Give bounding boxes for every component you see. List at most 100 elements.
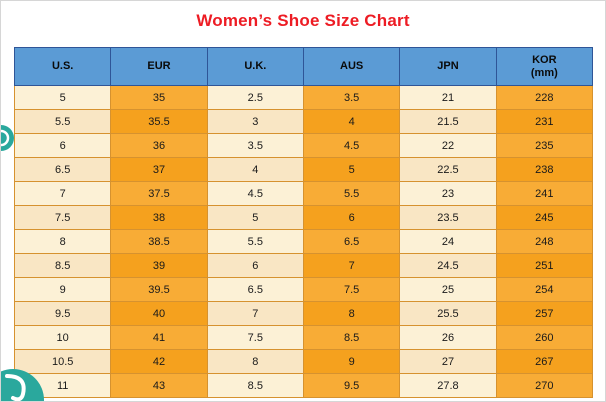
table-cell: 257 xyxy=(495,301,594,326)
table-cell: 4.5 xyxy=(206,181,304,206)
table-cell: 42 xyxy=(110,349,208,374)
table-row: 5 35 2.5 3.5 21 228 xyxy=(13,85,594,110)
table-cell: 6.5 xyxy=(13,157,112,182)
table-cell: 3.5 xyxy=(302,85,401,110)
table-cell: 2.5 xyxy=(206,85,304,110)
table-cell: 8 xyxy=(206,349,304,374)
table-cell: 6.5 xyxy=(206,277,304,302)
shoe-size-table: U.S. EUR U.K. AUS JPN KOR (mm) 5 35 2.5 3.5 21 228 5… xyxy=(13,47,594,398)
table-cell: 241 xyxy=(495,181,594,206)
table-cell: 5.5 xyxy=(206,229,304,254)
table-cell: 23 xyxy=(399,181,497,206)
table-cell: 25 xyxy=(399,277,497,302)
table-row: 10 41 7.5 8.5 26 260 xyxy=(13,325,594,350)
table-cell: 22.5 xyxy=(399,157,497,182)
table-cell: 270 xyxy=(495,373,594,398)
table-cell: 8 xyxy=(13,229,112,254)
table-cell: 9 xyxy=(302,349,401,374)
table-cell: 3.5 xyxy=(206,133,304,158)
table-cell: 245 xyxy=(495,205,594,230)
table-row: 7 37.5 4.5 5.5 23 241 xyxy=(13,181,594,206)
table-row: 10.5 42 8 9 27 267 xyxy=(13,349,594,374)
table-cell: 248 xyxy=(495,229,594,254)
table-cell: 35.5 xyxy=(110,109,208,134)
table-cell: 4 xyxy=(302,109,401,134)
header-cell: AUS xyxy=(302,47,401,86)
table-cell: 231 xyxy=(495,109,594,134)
table-cell: 4 xyxy=(206,157,304,182)
table-cell: 26 xyxy=(399,325,497,350)
table-cell: 37 xyxy=(110,157,208,182)
header-cell: U.K. xyxy=(206,47,304,86)
table-cell: 7 xyxy=(302,253,401,278)
table-cell: 7.5 xyxy=(302,277,401,302)
table-cell: 35 xyxy=(110,85,208,110)
table-cell: 5 xyxy=(206,205,304,230)
table-header: U.S. EUR U.K. AUS JPN KOR (mm) xyxy=(13,47,594,86)
brand-swirl-logo-icon xyxy=(1,369,44,401)
header-cell: U.S. xyxy=(13,47,112,86)
table-cell: 6 xyxy=(302,205,401,230)
table-cell: 27 xyxy=(399,349,497,374)
table-cell: 21 xyxy=(399,85,497,110)
header-cell: JPN xyxy=(399,47,497,86)
header-cell: EUR xyxy=(110,47,208,86)
table-cell: 8 xyxy=(302,301,401,326)
table-cell: 228 xyxy=(495,85,594,110)
table-cell: 24.5 xyxy=(399,253,497,278)
table-cell: 8.5 xyxy=(206,373,304,398)
table-cell: 6 xyxy=(206,253,304,278)
table-cell: 39 xyxy=(110,253,208,278)
table-cell: 9 xyxy=(13,277,112,302)
table-cell: 24 xyxy=(399,229,497,254)
table-row: 9 39.5 6.5 7.5 25 254 xyxy=(13,277,594,302)
table-cell: 8.5 xyxy=(13,253,112,278)
table-cell: 37.5 xyxy=(110,181,208,206)
table-cell: 267 xyxy=(495,349,594,374)
table-cell: 21.5 xyxy=(399,109,497,134)
table-cell: 23.5 xyxy=(399,205,497,230)
table-row: 11 43 8.5 9.5 27.8 270 xyxy=(13,373,594,398)
table-cell: 38.5 xyxy=(110,229,208,254)
table-cell: 7.5 xyxy=(13,205,112,230)
table-cell: 251 xyxy=(495,253,594,278)
table-cell: 238 xyxy=(495,157,594,182)
table-cell: 27.8 xyxy=(399,373,497,398)
table-cell: 36 xyxy=(110,133,208,158)
table-row: 6 36 3.5 4.5 22 235 xyxy=(13,133,594,158)
table-cell: 22 xyxy=(399,133,497,158)
table-cell: 7 xyxy=(13,181,112,206)
header-cell: KOR (mm) xyxy=(495,47,594,86)
table-cell: 254 xyxy=(495,277,594,302)
table-row: 5.5 35.5 3 4 21.5 231 xyxy=(13,109,594,134)
table-row: 6.5 37 4 5 22.5 238 xyxy=(13,157,594,182)
table-cell: 40 xyxy=(110,301,208,326)
table-cell: 4.5 xyxy=(302,133,401,158)
table-cell: 10 xyxy=(13,325,112,350)
table-cell: 10.5 xyxy=(13,349,112,374)
table-row: 8 38.5 5.5 6.5 24 248 xyxy=(13,229,594,254)
table-cell: 7.5 xyxy=(206,325,304,350)
table-cell: 38 xyxy=(110,205,208,230)
page-title: Women’s Shoe Size Chart xyxy=(196,11,410,30)
table-row: 8.5 39 6 7 24.5 251 xyxy=(13,253,594,278)
table-cell: 8.5 xyxy=(302,325,401,350)
table-row: 9.5 40 7 8 25.5 257 xyxy=(13,301,594,326)
table-cell: 41 xyxy=(110,325,208,350)
table-cell: 25.5 xyxy=(399,301,497,326)
table-cell: 3 xyxy=(206,109,304,134)
table-cell: 260 xyxy=(495,325,594,350)
table-cell: 5 xyxy=(302,157,401,182)
watermark-circle-icon xyxy=(1,125,14,151)
table-cell: 7 xyxy=(206,301,304,326)
header-row: U.S. EUR U.K. AUS JPN KOR (mm) xyxy=(13,47,594,86)
table-cell: 6 xyxy=(13,133,112,158)
table-cell: 9.5 xyxy=(13,301,112,326)
table-cell: 235 xyxy=(495,133,594,158)
table-cell: 5 xyxy=(13,85,112,110)
table-body: 5 35 2.5 3.5 21 228 5.5 35.5 3 4 21.5 231 6 36 3.5 4.5 2… xyxy=(13,85,594,398)
table-cell: 5.5 xyxy=(13,109,112,134)
table-cell: 43 xyxy=(110,373,208,398)
table-cell: 5.5 xyxy=(302,181,401,206)
